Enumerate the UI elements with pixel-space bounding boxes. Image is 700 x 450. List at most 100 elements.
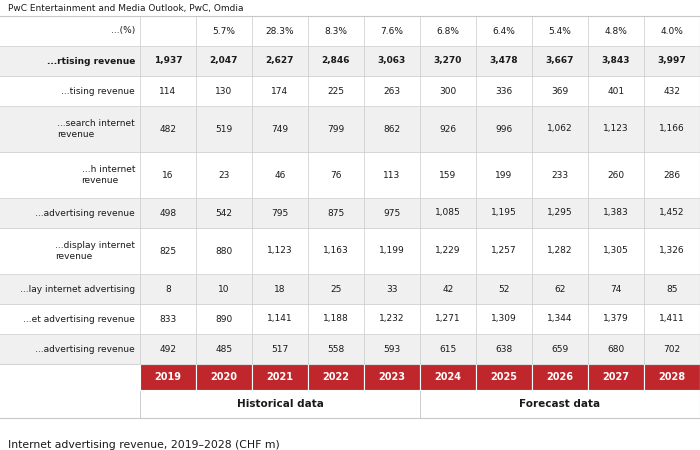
Text: 1,166: 1,166	[659, 125, 685, 134]
Bar	[420, 304, 476, 334]
Bar	[532, 16, 588, 46]
Text: 2020: 2020	[211, 372, 237, 382]
Text: 3,997: 3,997	[657, 57, 687, 66]
Text: 1,229: 1,229	[435, 247, 461, 256]
Bar	[588, 228, 644, 274]
Text: 593: 593	[384, 345, 400, 354]
Bar	[532, 76, 588, 106]
Text: 5.7%: 5.7%	[213, 27, 235, 36]
Bar	[308, 152, 364, 198]
Text: 1,123: 1,123	[603, 125, 629, 134]
Text: 8.3%: 8.3%	[325, 27, 347, 36]
Text: 3,063: 3,063	[378, 57, 406, 66]
Bar	[532, 304, 588, 334]
Bar	[364, 228, 420, 274]
Bar	[644, 274, 700, 304]
Bar	[532, 46, 588, 76]
Bar	[140, 198, 196, 228]
Bar	[420, 106, 476, 152]
Text: 4.8%: 4.8%	[605, 27, 627, 36]
Text: 3,667: 3,667	[546, 57, 574, 66]
Text: 1,282: 1,282	[547, 247, 573, 256]
Text: 1,326: 1,326	[659, 247, 685, 256]
Text: 2,846: 2,846	[322, 57, 350, 66]
Bar	[0, 198, 140, 228]
Bar	[364, 152, 420, 198]
Bar	[644, 228, 700, 274]
Bar	[532, 198, 588, 228]
Text: Forecast data: Forecast data	[519, 399, 601, 409]
Text: 4.0%: 4.0%	[661, 27, 683, 36]
Bar	[644, 76, 700, 106]
Bar	[420, 228, 476, 274]
Bar	[252, 106, 308, 152]
Text: 159: 159	[440, 171, 456, 180]
Bar	[308, 334, 364, 364]
Bar	[0, 274, 140, 304]
Bar	[476, 304, 532, 334]
Bar	[252, 198, 308, 228]
Bar	[196, 46, 252, 76]
Text: 1,309: 1,309	[491, 315, 517, 324]
Bar	[644, 46, 700, 76]
Text: ...tising revenue: ...tising revenue	[62, 86, 135, 95]
Bar	[364, 364, 420, 390]
Bar	[140, 46, 196, 76]
Bar	[0, 16, 700, 418]
Bar	[196, 106, 252, 152]
Bar	[588, 106, 644, 152]
Text: 833: 833	[160, 315, 176, 324]
Bar	[364, 198, 420, 228]
Text: 3,843: 3,843	[602, 57, 630, 66]
Text: 1,379: 1,379	[603, 315, 629, 324]
Bar	[140, 334, 196, 364]
Text: 558: 558	[328, 345, 344, 354]
Text: 615: 615	[440, 345, 456, 354]
Bar	[140, 152, 196, 198]
Bar	[140, 16, 196, 46]
Text: ...display internet
revenue: ...display internet revenue	[55, 241, 135, 261]
Bar	[308, 106, 364, 152]
Bar	[588, 152, 644, 198]
Bar	[308, 46, 364, 76]
Text: 16: 16	[162, 171, 174, 180]
Text: 498: 498	[160, 208, 176, 217]
Bar	[588, 304, 644, 334]
Text: 286: 286	[664, 171, 680, 180]
Bar	[532, 274, 588, 304]
Bar	[196, 304, 252, 334]
Bar	[140, 274, 196, 304]
Text: 749: 749	[272, 125, 288, 134]
Text: ...advertising revenue: ...advertising revenue	[35, 345, 135, 354]
Bar	[476, 198, 532, 228]
Bar	[644, 106, 700, 152]
Bar	[308, 304, 364, 334]
Bar	[140, 106, 196, 152]
Bar	[252, 152, 308, 198]
Text: 336: 336	[496, 86, 512, 95]
Text: 926: 926	[440, 125, 456, 134]
Text: 680: 680	[608, 345, 624, 354]
Bar	[196, 228, 252, 274]
Bar	[252, 228, 308, 274]
Bar	[252, 274, 308, 304]
Text: 1,123: 1,123	[267, 247, 293, 256]
Text: 1,937: 1,937	[154, 57, 182, 66]
Bar	[588, 364, 644, 390]
Text: 996: 996	[496, 125, 512, 134]
Bar	[532, 334, 588, 364]
Text: 2021: 2021	[267, 372, 293, 382]
Text: 74: 74	[610, 284, 622, 293]
Text: ...(%): ...(%)	[111, 27, 135, 36]
Bar	[308, 364, 364, 390]
Bar	[644, 334, 700, 364]
Bar	[476, 152, 532, 198]
Text: 880: 880	[216, 247, 232, 256]
Text: 8: 8	[165, 284, 171, 293]
Text: 1,085: 1,085	[435, 208, 461, 217]
Text: ...advertising revenue: ...advertising revenue	[35, 208, 135, 217]
Bar	[476, 274, 532, 304]
Text: 1,411: 1,411	[659, 315, 685, 324]
Text: 862: 862	[384, 125, 400, 134]
Text: PwC Entertainment and Media Outlook, PwC, Omdia: PwC Entertainment and Media Outlook, PwC…	[8, 4, 244, 13]
